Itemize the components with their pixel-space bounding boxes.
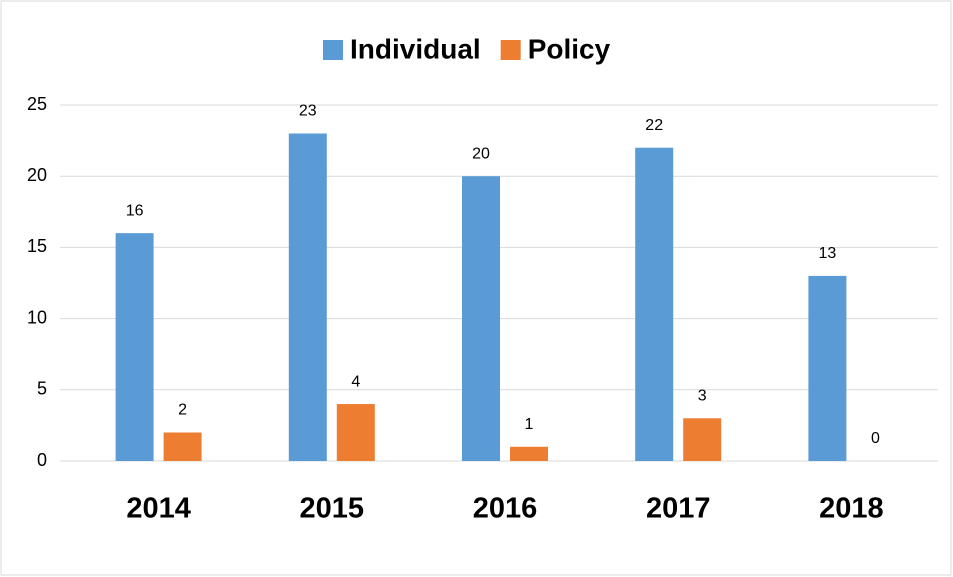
x-tick-label: 2014 (126, 493, 191, 525)
bar (510, 446, 548, 461)
bar (635, 147, 674, 461)
y-tick-label: 5 (37, 379, 47, 399)
data-label: 16 (126, 202, 144, 219)
data-label: 20 (472, 145, 490, 162)
bar (462, 176, 500, 461)
y-tick-label: 25 (27, 94, 47, 114)
x-tick-label: 2018 (819, 493, 884, 525)
bar (683, 418, 722, 461)
data-label: 13 (819, 245, 837, 262)
data-label: 4 (351, 373, 360, 390)
bar (808, 275, 847, 461)
data-label: 2 (178, 402, 187, 419)
data-label: 23 (299, 103, 317, 120)
bar (336, 404, 375, 461)
legend-label: Individual (350, 33, 481, 64)
x-tick-label: 2016 (473, 493, 538, 525)
x-tick-label: 2017 (646, 493, 711, 525)
legend-label: Policy (528, 33, 611, 64)
x-tick-label: 2015 (300, 493, 365, 525)
y-tick-label: 10 (27, 307, 47, 327)
y-tick-label: 20 (27, 165, 47, 185)
y-tick-label: 15 (27, 236, 47, 256)
data-label: 3 (698, 387, 707, 404)
legend-swatch (323, 40, 343, 60)
bar (288, 133, 327, 462)
y-tick-label: 0 (37, 450, 47, 470)
legend-swatch (500, 40, 521, 60)
bar (163, 432, 202, 461)
data-label: 1 (525, 416, 534, 433)
bar (115, 233, 154, 461)
data-label: 22 (645, 117, 663, 134)
data-label: 0 (871, 430, 880, 447)
